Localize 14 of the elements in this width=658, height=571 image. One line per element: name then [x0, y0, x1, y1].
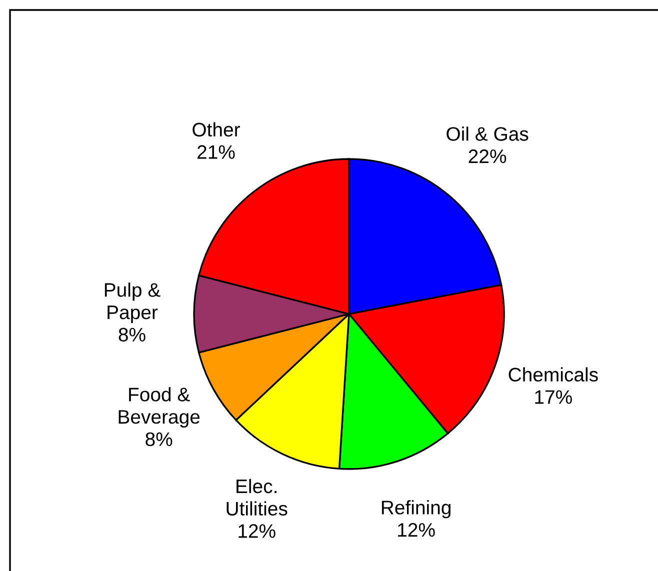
slice-label: Refining — [382, 500, 450, 518]
slice-label: Oil & Gas — [446, 126, 528, 141]
slice-label: Other — [192, 122, 240, 137]
data-label: 21% — [198, 145, 235, 159]
slice-label: Food & Beverage — [118, 387, 200, 428]
slice-label: Chemicals — [508, 367, 598, 382]
slice-label: Pulp & Paper — [104, 282, 160, 324]
data-label: 17% — [535, 390, 572, 404]
slice-label: Elec. Utilities — [226, 478, 288, 516]
data-label: 22% — [468, 149, 506, 164]
data-label: 8% — [118, 328, 146, 342]
data-label: 8% — [146, 432, 172, 446]
data-label: 12% — [238, 524, 276, 538]
data-label: 12% — [398, 523, 435, 537]
